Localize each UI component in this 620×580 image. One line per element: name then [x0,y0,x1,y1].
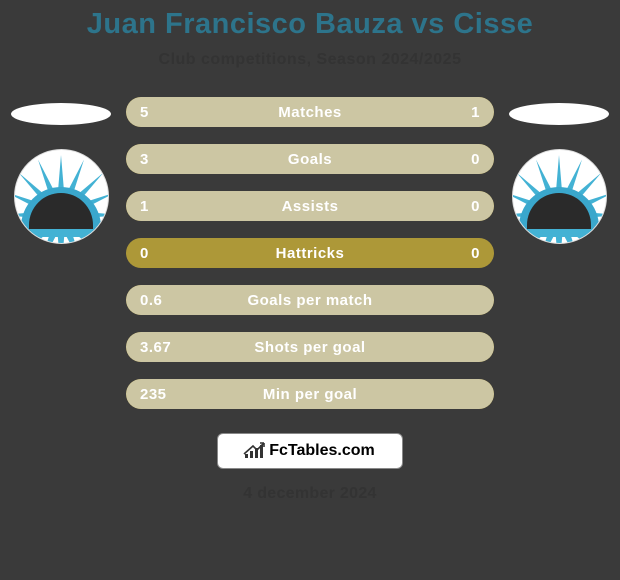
page-root: Juan Francisco Bauza vs Cisse Club compe… [0,0,620,580]
player-right-column [504,97,614,244]
brand-label: FcTables.com [269,442,375,460]
stat-value-left: 0.6 [140,292,162,309]
stats-column: 5 1 Matches 3 0 Goals 1 0 Assists 0 0 Hattricks 0.6 G… [126,97,494,409]
stat-value-left: 3 [140,151,149,168]
stat-value-left: 3.67 [140,339,171,356]
page-title: Juan Francisco Bauza vs Cisse [0,8,620,41]
stat-row: 5 1 Matches [126,97,494,127]
stat-row: 3.67 Shots per goal [126,332,494,362]
brand-badge: FcTables.com [217,433,403,469]
stat-row: 0.6 Goals per match [126,285,494,315]
stat-fill-right [409,97,494,127]
stat-value-left: 1 [140,198,149,215]
player-left-column [6,97,116,244]
stat-label: Matches [278,104,342,121]
stat-value-right: 1 [471,104,480,121]
stat-label: Hattricks [276,245,345,262]
stat-value-left: 235 [140,386,167,403]
player-right-avatar-base [509,103,609,125]
stat-label: Goals per match [247,292,372,309]
footer-date: 4 december 2024 [0,485,620,503]
stat-row: 0 0 Hattricks [126,238,494,268]
stat-fill-left [126,97,409,127]
stat-value-left: 5 [140,104,149,121]
page-subtitle: Club competitions, Season 2024/2025 [0,51,620,69]
main-content: 5 1 Matches 3 0 Goals 1 0 Assists 0 0 Hattricks 0.6 G… [0,97,620,409]
stat-row: 235 Min per goal [126,379,494,409]
brand-chart-icon [245,444,263,458]
club-badge-base-icon [517,229,601,237]
stat-label: Shots per goal [254,339,365,356]
stat-value-right: 0 [471,198,480,215]
club-badge-left [14,149,109,244]
player-left-avatar-base [11,103,111,125]
stat-row: 3 0 Goals [126,144,494,174]
stat-label: Min per goal [263,386,357,403]
club-badge-right [512,149,607,244]
stat-value-right: 0 [471,151,480,168]
club-badge-base-icon [19,229,103,237]
stat-value-right: 0 [471,245,480,262]
stat-label: Goals [288,151,332,168]
stat-row: 1 0 Assists [126,191,494,221]
stat-label: Assists [282,198,339,215]
stat-value-left: 0 [140,245,149,262]
